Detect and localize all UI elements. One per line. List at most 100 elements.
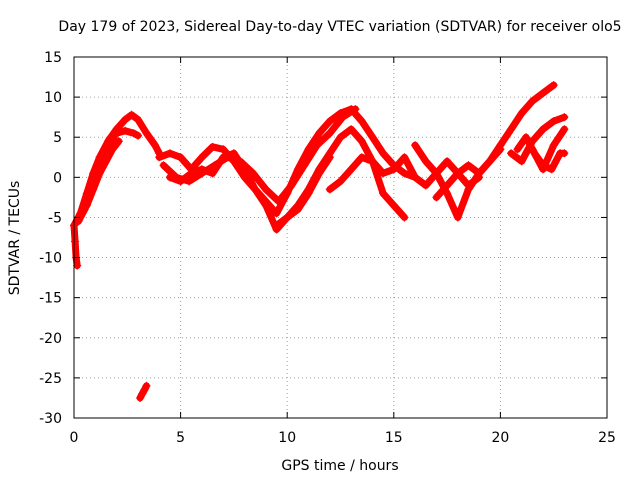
data-point (155, 153, 164, 162)
data-point (325, 117, 334, 126)
data-point (347, 165, 356, 174)
data-point (521, 133, 530, 142)
data-point (464, 161, 473, 170)
data-point (400, 169, 409, 178)
data-point (421, 157, 430, 166)
series-arc-3 (76, 137, 123, 218)
data-point (547, 165, 556, 174)
data-series (70, 81, 569, 402)
data-point (71, 237, 80, 246)
data-point (114, 137, 123, 146)
data-point (347, 125, 356, 134)
data-point (165, 149, 174, 158)
data-point (140, 385, 149, 394)
data-point (411, 173, 420, 182)
data-point (272, 221, 281, 230)
data-point (421, 181, 430, 190)
data-point (283, 213, 292, 222)
data-point (560, 113, 569, 122)
grid (74, 57, 607, 418)
data-point (76, 209, 85, 218)
data-point (539, 165, 548, 174)
data-point (336, 133, 345, 142)
data-point (313, 141, 322, 150)
data-point (560, 149, 569, 158)
data-point (432, 169, 441, 178)
data-point (219, 153, 228, 162)
series-line (432, 81, 558, 201)
series-arc-15 (528, 125, 569, 174)
data-point (528, 97, 537, 106)
data-point (89, 185, 98, 194)
data-point (549, 117, 558, 126)
data-point (539, 89, 548, 98)
y-tick-label: -20 (39, 331, 62, 347)
data-point (379, 169, 388, 178)
data-point (229, 149, 238, 158)
data-point (151, 141, 160, 150)
data-point (357, 153, 366, 162)
series-arc-5 (136, 381, 151, 402)
series-arc-10 (325, 153, 484, 194)
data-point (338, 113, 347, 122)
data-point (325, 149, 334, 158)
data-point (136, 393, 145, 402)
y-tick-labels: 15 10 5 0 -5 -10 -15 -20 -25 -30 (39, 50, 62, 427)
data-point (82, 201, 91, 210)
series-arc-4 (70, 221, 82, 270)
data-point (95, 169, 104, 178)
data-point (475, 169, 484, 178)
data-point (368, 157, 377, 166)
data-point (127, 110, 136, 119)
data-point (325, 129, 334, 138)
x-tick-label: 25 (598, 430, 616, 446)
data-point (368, 133, 377, 142)
data-point (121, 115, 130, 124)
data-point (325, 185, 334, 194)
data-point (300, 161, 309, 170)
x-tick-labels: 0 5 10 15 20 25 (70, 430, 616, 446)
data-point (208, 142, 217, 151)
data-point (411, 141, 420, 150)
data-point (121, 126, 130, 135)
data-point (517, 109, 526, 118)
x-tick-label: 5 (176, 430, 185, 446)
data-point (142, 129, 151, 138)
data-point (142, 381, 151, 390)
data-point (443, 157, 452, 166)
data-point (485, 157, 494, 166)
data-point (513, 145, 522, 154)
series-line (136, 382, 150, 402)
data-point (379, 189, 388, 198)
data-point (400, 213, 409, 222)
data-point (293, 201, 302, 210)
data-point (165, 173, 174, 182)
chart-title: Day 179 of 2023, Sidereal Day-to-day VTE… (58, 19, 621, 35)
plot-frame (73, 56, 608, 419)
y-tick-label: 5 (53, 130, 62, 146)
data-point (187, 169, 196, 178)
data-point (539, 125, 548, 134)
data-point (304, 185, 313, 194)
data-point (315, 165, 324, 174)
data-point (261, 201, 270, 210)
data-point (379, 149, 388, 158)
data-point (101, 157, 110, 166)
x-tick-label: 10 (278, 430, 296, 446)
data-point (357, 137, 366, 146)
y-tick-label: 15 (44, 50, 62, 66)
data-point (176, 153, 185, 162)
series-line (507, 113, 568, 165)
data-point (336, 177, 345, 186)
data-point (315, 129, 324, 138)
data-point (453, 213, 462, 222)
data-point (389, 165, 398, 174)
data-point (108, 145, 117, 154)
data-point (496, 141, 505, 150)
x-tick-label: 15 (385, 430, 403, 446)
data-point (129, 129, 138, 138)
data-point (274, 197, 283, 206)
x-axis-label: GPS time / hours (281, 458, 398, 474)
data-point (261, 185, 270, 194)
